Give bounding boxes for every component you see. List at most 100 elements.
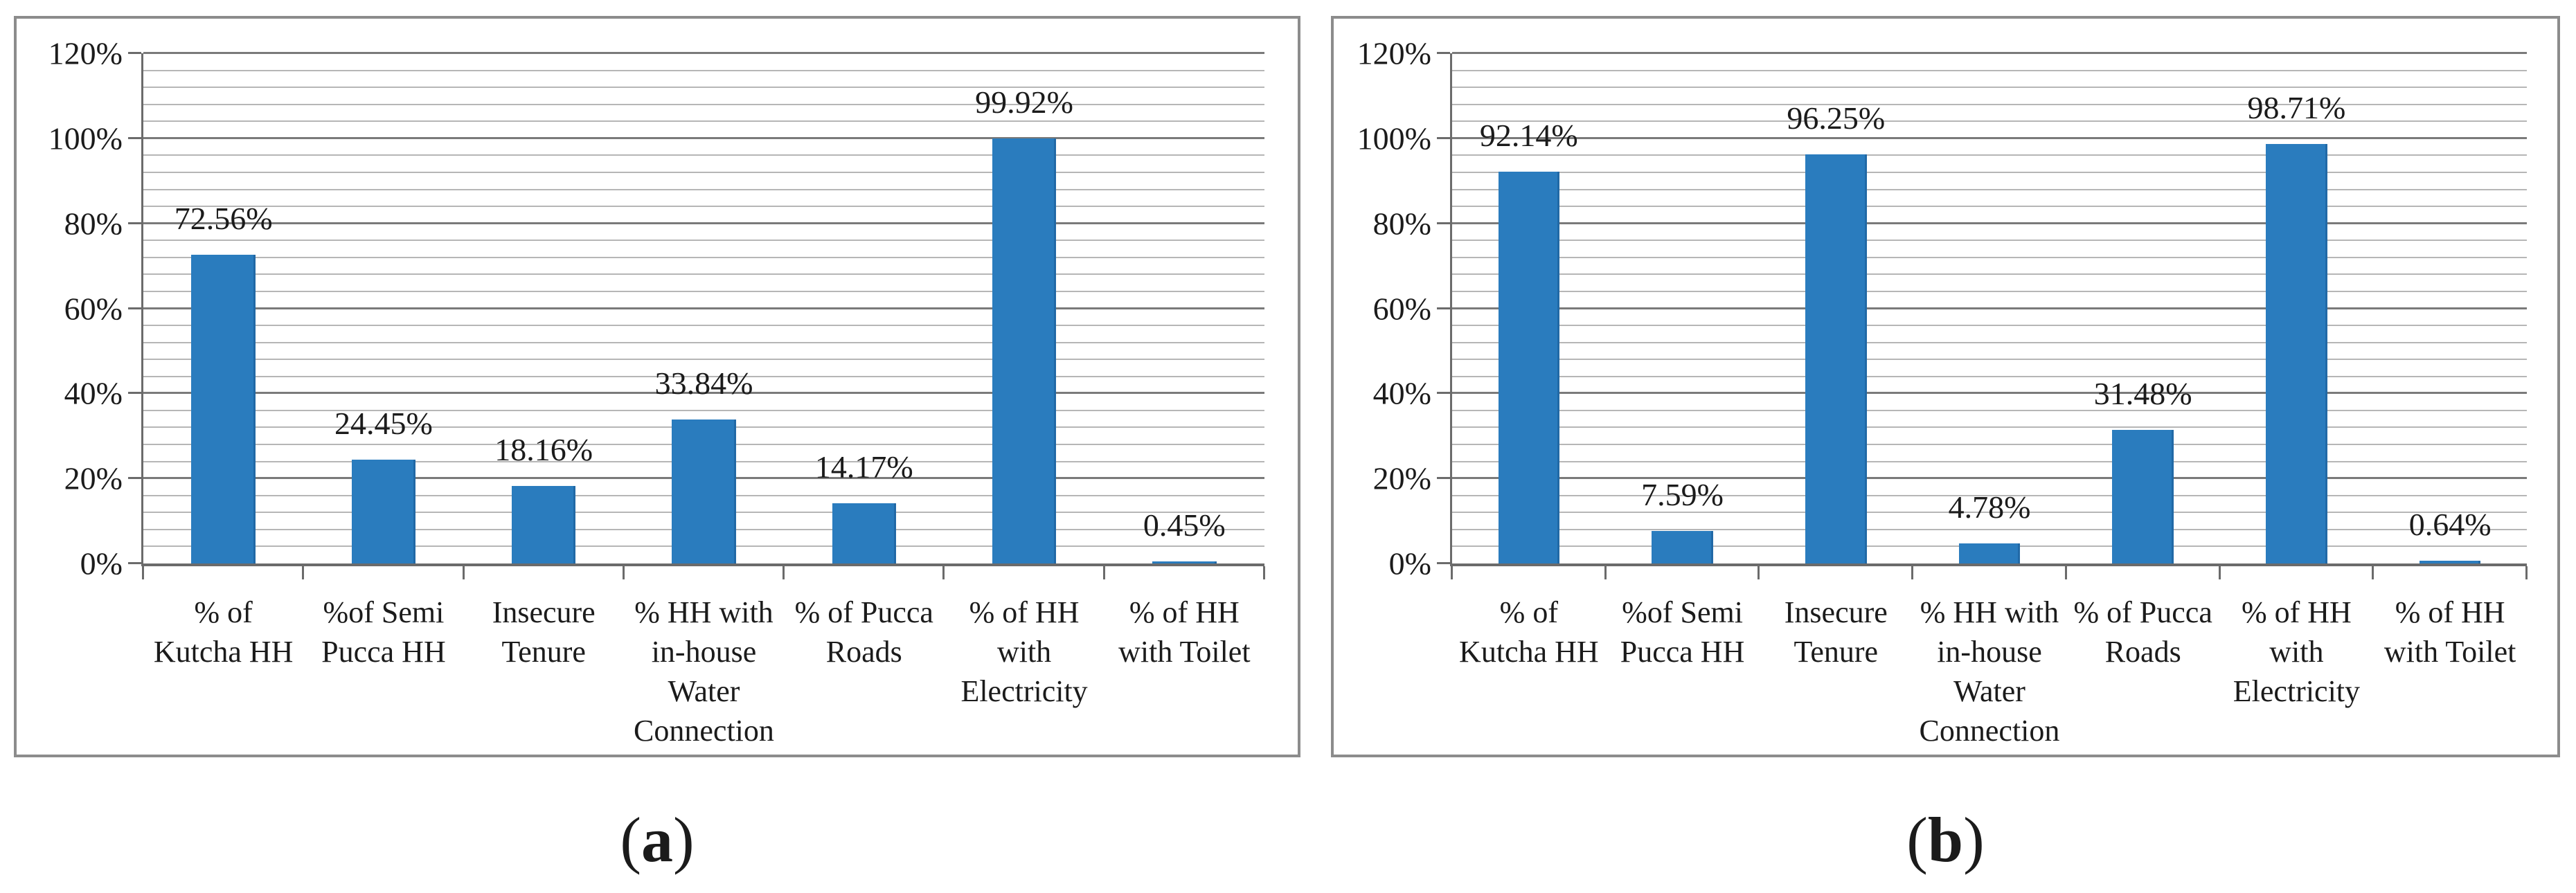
category-label: Insecure Tenure (492, 593, 596, 671)
category-label-line: with (2269, 635, 2324, 669)
x-axis-tick (302, 566, 305, 579)
y-axis-tick (1437, 307, 1450, 309)
y-axis-label: 100% (48, 120, 123, 156)
y-axis-tick (1437, 52, 1450, 54)
category-label-line: Roads (2104, 635, 2181, 669)
bar-value-label: 72.56% (174, 201, 273, 237)
bar-value-label: 33.84% (654, 366, 753, 402)
category-label-line: Water (1953, 674, 2025, 708)
minor-gridline (1452, 273, 2527, 276)
category-slot: 0.64% % of HH with Toilet (2373, 53, 2527, 669)
caption-a-open-paren: ( (620, 804, 641, 875)
category-label: % of Pucca Roads (795, 593, 933, 671)
category-slot: 14.17% % of Pucca Roads (784, 53, 944, 669)
category-label-line: % of HH (2241, 595, 2352, 629)
minor-gridline (1452, 375, 2527, 377)
major-gridline (143, 392, 1264, 395)
x-axis-tick (2525, 566, 2528, 579)
minor-gridline (143, 375, 1264, 377)
minor-gridline (143, 273, 1264, 276)
category-label-line: Tenure (1794, 635, 1879, 669)
x-axis-tick (1757, 566, 1760, 579)
category-label: % HH with in-house Water Connection (634, 593, 774, 750)
minor-gridline (1452, 240, 2527, 242)
y-axis-tick (128, 136, 141, 139)
category-label-line: Pucca HH (321, 635, 446, 669)
y-axis-tick (1437, 392, 1450, 395)
category-label: Insecure Tenure (1785, 593, 1888, 671)
minor-gridline (143, 154, 1264, 156)
minor-gridline (143, 188, 1264, 190)
major-gridline (143, 136, 1264, 139)
category-slot: 24.45% %of Semi Pucca HH (303, 53, 463, 669)
y-axis-tick (1437, 222, 1450, 224)
y-axis-label: 80% (1372, 206, 1431, 242)
minor-gridline (1452, 460, 2527, 462)
major-gridline (1452, 477, 2527, 480)
caption-b: (b) (1331, 805, 2560, 874)
y-axis-tick (128, 222, 141, 224)
bar (1958, 543, 2021, 563)
minor-gridline (1452, 341, 2527, 343)
category-label-line: with Toilet (2383, 635, 2516, 669)
category-label: % of HH with Electricity (960, 593, 1087, 711)
minor-gridline (1452, 528, 2527, 530)
minor-gridline (1452, 325, 2527, 327)
y-axis-tick (128, 392, 141, 395)
category-slot: 31.48% % of Pucca Roads (2066, 53, 2220, 669)
y-axis-tick (1437, 136, 1450, 139)
y-axis-label: 40% (64, 375, 123, 411)
category-label: %of Semi Pucca HH (321, 593, 446, 671)
minor-gridline (143, 409, 1264, 411)
bar (992, 138, 1057, 563)
category-slot: 92.14% % of Kutcha HH (1452, 53, 1606, 669)
category-label-line: with (996, 635, 1052, 669)
y-axis-label: 20% (64, 460, 123, 496)
y-axis-label: 80% (64, 206, 123, 242)
category-label: %of Semi Pucca HH (1620, 593, 1745, 671)
category-label: % of HH with Toilet (2384, 593, 2516, 671)
x-axis-tick (1102, 566, 1105, 579)
category-label-line: Insecure (492, 595, 596, 629)
category-label-line: Connection (1919, 714, 2060, 748)
category-label-line: % of (194, 595, 253, 629)
bar-value-label: 7.59% (1641, 477, 1724, 513)
minor-gridline (143, 171, 1264, 173)
bar-value-label: 4.78% (1948, 489, 2031, 525)
minor-gridline (1452, 359, 2527, 361)
category-slot: 96.25% Insecure Tenure (1759, 53, 1913, 669)
bar (1498, 172, 1560, 563)
x-axis-tick (462, 566, 465, 579)
category-label-line: Electricity (2233, 674, 2361, 708)
x-axis-tick (1911, 566, 1914, 579)
x-axis-tick (142, 566, 144, 579)
category-label-line: in-house (1937, 635, 2042, 669)
minor-gridline (1452, 87, 2527, 89)
bar (2419, 561, 2481, 563)
category-label: % of HH with Electricity (2233, 593, 2360, 711)
category-label-line: % of HH (2395, 595, 2505, 629)
caption-b-close-paren: ) (1963, 804, 1985, 875)
category-label-line: Electricity (960, 674, 1088, 708)
minor-gridline (1452, 69, 2527, 71)
x-axis-tick (1451, 566, 1453, 579)
minor-gridline (143, 206, 1264, 208)
minor-gridline (1452, 426, 2527, 429)
minor-gridline (1452, 171, 2527, 173)
bar-value-label: 31.48% (2093, 375, 2192, 411)
minor-gridline (1452, 409, 2527, 411)
category-label-line: Connection (634, 714, 774, 748)
x-axis-tick (2064, 566, 2067, 579)
caption-a-letter: a (641, 804, 673, 875)
category-label: % HH with in-house Water Connection (1920, 593, 2060, 750)
minor-gridline (143, 120, 1264, 123)
major-gridline (143, 222, 1264, 224)
bar-value-label: 99.92% (975, 84, 1073, 120)
category-slot: 98.71% % of HH with Electricity (2220, 53, 2374, 708)
category-label-line: % of Pucca (2073, 595, 2212, 629)
y-axis-tick (128, 562, 141, 564)
y-axis-label: 0% (1388, 545, 1431, 581)
plot-area-a: 0% 20% 40% 60% 80% 100% 120% 72.56% % of Kutcha H… (48, 36, 1265, 748)
y-axis-tick (128, 52, 141, 54)
minor-gridline (143, 256, 1264, 258)
